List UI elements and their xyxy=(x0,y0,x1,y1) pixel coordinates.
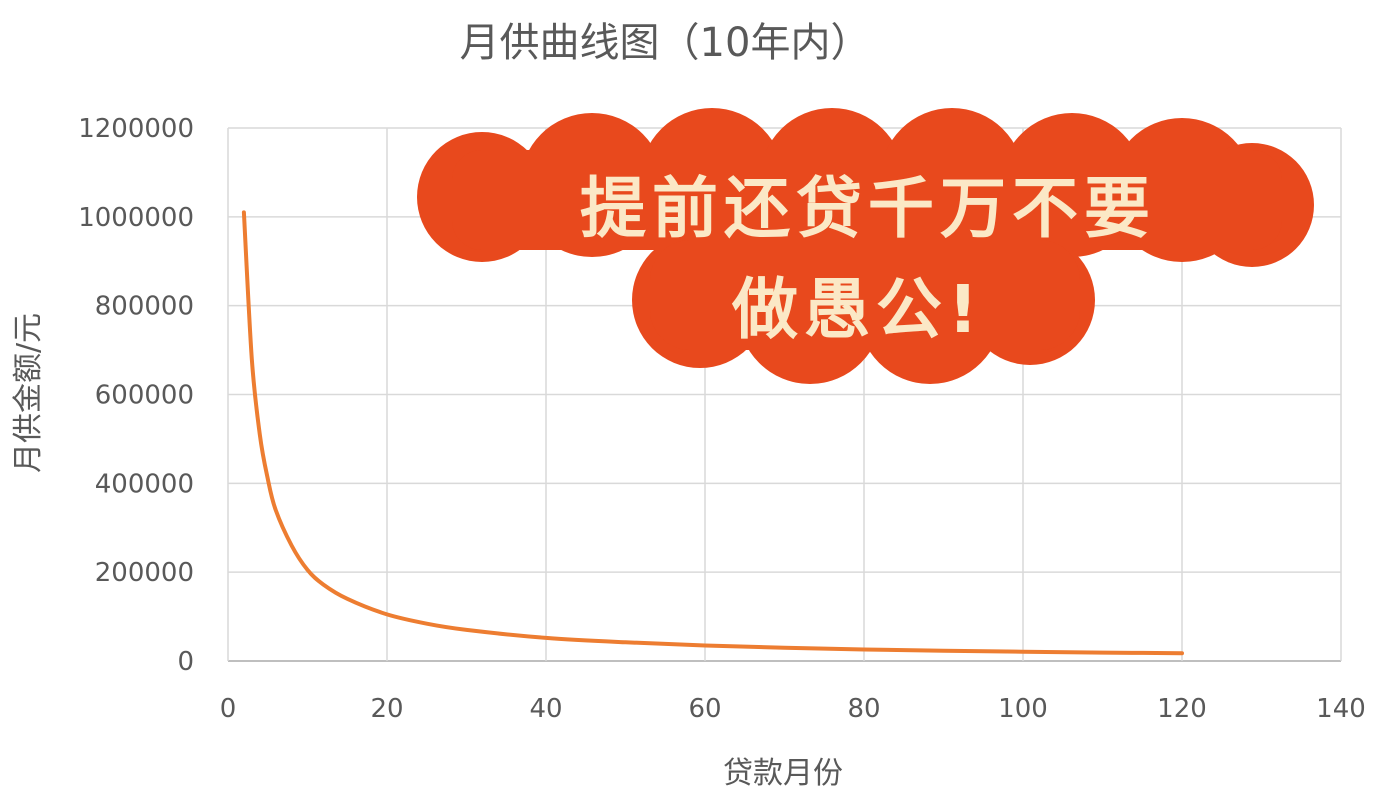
y-tick-label: 200000 xyxy=(95,558,194,588)
series-line xyxy=(241,210,1184,656)
banner-line-2: 做愚公! xyxy=(731,271,984,348)
banner-band xyxy=(650,240,1080,350)
banner-line-1: 提前还贷千万不要 xyxy=(580,170,1156,247)
x-axis-title: 贷款月份 xyxy=(723,756,843,791)
banner-overlay: 提前还贷千万不要 做愚公! xyxy=(417,108,1314,384)
x-tick-label: 60 xyxy=(688,694,721,724)
y-tick-labels: 0 200000 400000 600000 800000 1000000 1200000 xyxy=(78,114,194,677)
x-tick-label: 20 xyxy=(370,694,403,724)
x-tick-label: 80 xyxy=(847,694,880,724)
y-tick-label: 1000000 xyxy=(78,203,194,233)
y-tick-label: 600000 xyxy=(95,381,194,411)
x-tick-labels: 0 20 40 60 80 100 120 140 xyxy=(220,694,1366,724)
chart-title: 月供曲线图（10年内） xyxy=(460,20,871,66)
banner-background xyxy=(417,108,1314,384)
banner-band xyxy=(452,150,1282,250)
y-tick-label: 800000 xyxy=(95,292,194,322)
y-axis-title: 月供金额/元 xyxy=(11,313,46,473)
series-layer xyxy=(241,210,1184,656)
x-tick-label: 100 xyxy=(998,694,1048,724)
x-tick-label: 0 xyxy=(220,694,237,724)
y-tick-label: 1200000 xyxy=(78,114,194,144)
y-tick-label: 400000 xyxy=(95,469,194,499)
x-tick-label: 140 xyxy=(1316,694,1366,724)
x-tick-label: 40 xyxy=(529,694,562,724)
y-tick-label: 0 xyxy=(177,647,194,677)
x-tick-label: 120 xyxy=(1157,694,1207,724)
